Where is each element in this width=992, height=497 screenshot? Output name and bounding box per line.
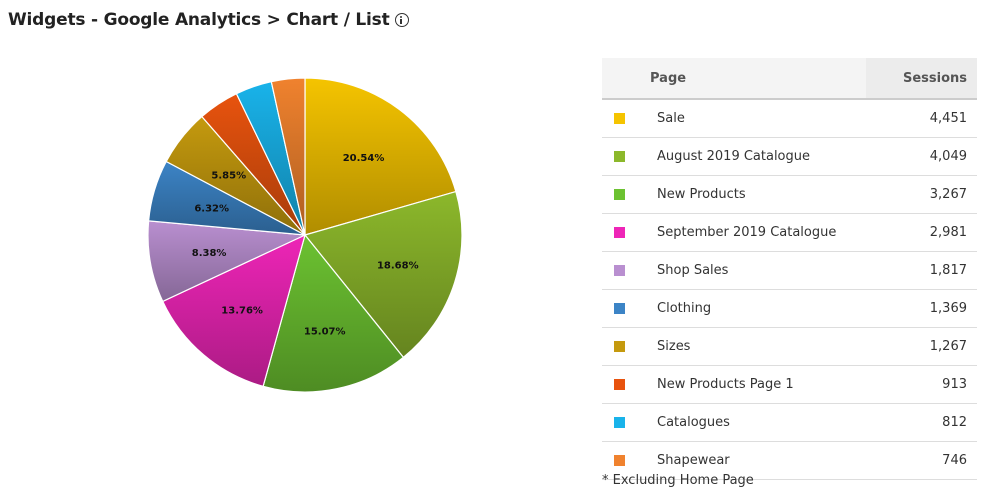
table-row[interactable]: Catalogues 812 xyxy=(602,403,977,442)
legend-swatch xyxy=(614,151,625,162)
legend-swatch-cell xyxy=(602,137,649,176)
sessions-value-cell: 1,369 xyxy=(866,289,977,328)
sessions-column-header[interactable]: Sessions xyxy=(866,58,977,100)
sessions-value-cell: 4,451 xyxy=(866,99,977,138)
table-row[interactable]: Sale 4,451 xyxy=(602,99,977,138)
legend-swatch xyxy=(614,303,625,314)
legend-swatch-cell xyxy=(602,441,649,480)
table-row[interactable]: New Products 3,267 xyxy=(602,175,977,214)
page-name-cell: Sale xyxy=(649,99,866,138)
legend-swatch-cell xyxy=(602,327,649,366)
pie-slice-shapewear[interactable] xyxy=(270,77,306,236)
legend-swatch-cell xyxy=(602,175,649,214)
sessions-value-cell: 812 xyxy=(866,403,977,442)
pie-chart-container: 20.54% 18.68% 15.07% 13.76% 8.38% 6.32% 5.85% xyxy=(130,60,480,410)
legend-swatch xyxy=(614,455,625,466)
legend-swatch-cell xyxy=(602,289,649,328)
slice-percent-label: 5.85% xyxy=(211,170,246,181)
pie-slice-august-2019-catalogue[interactable] xyxy=(303,190,463,359)
legend-swatch-cell xyxy=(602,251,649,290)
page-name-cell: Shapewear xyxy=(649,441,866,480)
page-title: Widgets - Google Analytics > Chart / Lis… xyxy=(8,10,390,30)
footnote: * Excluding Home Page xyxy=(602,473,754,488)
pie-chart: 20.54% 18.68% 15.07% 13.76% 8.38% 6.32% 5.85% xyxy=(147,77,463,393)
table-row[interactable]: Shapewear 746 xyxy=(602,441,977,480)
legend-swatch xyxy=(614,341,625,352)
page-name-cell: Clothing xyxy=(649,289,866,328)
page-name-cell: Sizes xyxy=(649,327,866,366)
legend-swatch-cell xyxy=(602,99,649,138)
sessions-value-cell: 1,817 xyxy=(866,251,977,290)
sessions-table-wrap: Page Sessions Sale 4,451 August 2019 Catal… xyxy=(602,58,977,480)
table-row[interactable]: New Products Page 1 913 xyxy=(602,365,977,404)
legend-swatch xyxy=(614,189,625,200)
table-row[interactable]: September 2019 Catalogue 2,981 xyxy=(602,213,977,252)
legend-swatch xyxy=(614,227,625,238)
sessions-value-cell: 1,267 xyxy=(866,327,977,366)
sessions-value-cell: 4,049 xyxy=(866,137,977,176)
slice-percent-label: 6.32% xyxy=(194,203,229,214)
info-icon[interactable] xyxy=(394,13,409,27)
page-column-header[interactable]: Page xyxy=(602,58,866,100)
legend-swatch-cell xyxy=(602,403,649,442)
slice-percent-label: 8.38% xyxy=(192,248,227,259)
legend-swatch xyxy=(614,113,625,124)
table-row[interactable]: August 2019 Catalogue 4,049 xyxy=(602,137,977,176)
page-name-cell: August 2019 Catalogue xyxy=(649,137,866,176)
sessions-value-cell: 746 xyxy=(866,441,977,480)
sessions-value-cell: 2,981 xyxy=(866,213,977,252)
page-name-cell: New Products Page 1 xyxy=(649,365,866,404)
sessions-value-cell: 913 xyxy=(866,365,977,404)
table-row[interactable]: Shop Sales 1,817 xyxy=(602,251,977,290)
slice-percent-label: 15.07% xyxy=(304,326,346,337)
legend-swatch xyxy=(614,265,625,276)
sessions-value-cell: 3,267 xyxy=(866,175,977,214)
page-name-cell: New Products xyxy=(649,175,866,214)
slice-percent-label: 13.76% xyxy=(221,305,263,316)
legend-swatch-cell xyxy=(602,213,649,252)
legend-swatch xyxy=(614,417,625,428)
page-name-cell: Shop Sales xyxy=(649,251,866,290)
pie-slice-september-2019-catalogue[interactable] xyxy=(161,233,306,388)
table-header-row: Page Sessions xyxy=(602,58,977,100)
legend-swatch xyxy=(614,379,625,390)
pie-slice-sale[interactable] xyxy=(304,77,457,236)
pie-slice-new-products[interactable] xyxy=(262,233,405,393)
table-row[interactable]: Clothing 1,369 xyxy=(602,289,977,328)
page-name-cell: Catalogues xyxy=(649,403,866,442)
page-name-cell: September 2019 Catalogue xyxy=(649,213,866,252)
legend-swatch-cell xyxy=(602,365,649,404)
table-row[interactable]: Sizes 1,267 xyxy=(602,327,977,366)
slice-percent-label: 18.68% xyxy=(377,260,419,271)
widget-title-row: Widgets - Google Analytics > Chart / Lis… xyxy=(8,10,409,30)
slice-percent-label: 20.54% xyxy=(343,153,385,164)
sessions-table: Page Sessions Sale 4,451 August 2019 Catal… xyxy=(602,58,977,480)
